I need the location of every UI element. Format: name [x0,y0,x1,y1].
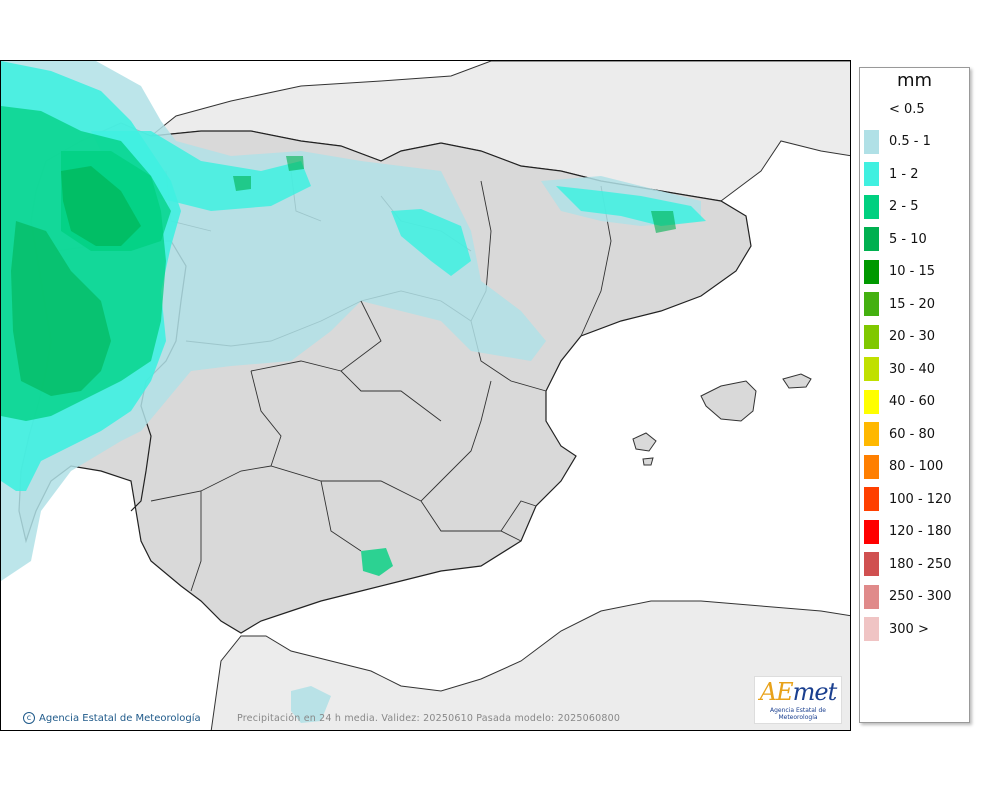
legend-swatch [864,389,879,414]
precip-overlay [1,61,706,723]
legend-label: 2 - 5 [889,199,919,214]
legend-swatch [864,97,879,121]
legend-label: 180 - 250 [889,556,952,572]
legend-swatch [864,292,879,316]
legend-swatch [864,129,879,154]
legend-label: 250 - 300 [889,589,952,604]
legend-swatch [864,324,879,349]
legend-label: 1 - 2 [889,166,919,182]
legend-label: 40 - 60 [889,394,936,409]
legend-row: 1 - 2 [864,161,919,187]
legend-row: 0.5 - 1 [864,129,931,155]
legend-swatch [864,454,879,479]
legend-row: 15 - 20 [864,291,935,317]
legend-swatch [864,617,879,641]
legend-label: 20 - 30 [889,329,936,344]
copyright-icon: c [23,712,35,724]
legend-label: 300 > [889,621,929,637]
legend-swatch [864,422,879,446]
legend-row: 100 - 120 [864,486,952,512]
legend-swatch [864,227,879,251]
legend-row: 10 - 15 [864,259,935,285]
legend-swatch [864,357,879,381]
agency-credit: c Agencia Estatal de Meteorología [23,712,201,724]
map-canvas [1,61,850,730]
legend-label: 120 - 180 [889,524,952,539]
formentera [642,457,654,466]
legend-swatch [864,259,879,284]
legend-row: 2 - 5 [864,194,919,220]
aemet-logo-subtitle: Agencia Estatal de Meteorología [769,707,826,721]
aemet-logo: AEmet Agencia Estatal de Meteorología [754,676,842,724]
legend-unit: mm [896,70,933,91]
precipitation-legend: mm < 0.5 0.5 - 1 1 - 2 2 - 5 5 - 10 10 - 15 15… [859,67,970,723]
aemet-logo-mark: AEmet [759,678,837,706]
agency-credit-text: Agencia Estatal de Meteorología [39,713,201,724]
legend-label: 100 - 120 [889,491,952,507]
legend-swatch [864,519,879,544]
legend-label: 60 - 80 [889,426,936,442]
legend-label: 15 - 20 [889,296,936,312]
legend-label: 30 - 40 [889,361,936,377]
legend-row: 5 - 10 [864,226,927,252]
legend-row: 180 - 250 [864,551,952,577]
legend-label: 0.5 - 1 [889,134,931,149]
legend-label: 80 - 100 [889,459,944,474]
legend-row: 20 - 30 [864,324,935,350]
ibiza [632,432,657,452]
legend-row: 300 > [864,616,929,642]
legend-row: 120 - 180 [864,519,952,545]
legend-label: 5 - 10 [889,231,927,247]
legend-row: 250 - 300 [864,584,952,610]
africa-land [210,600,850,730]
legend-label: 10 - 15 [889,264,936,279]
legend-row: 40 - 60 [864,389,935,415]
precipitation-map: c Agencia Estatal de Meteorología Precipi… [0,60,851,731]
legend-swatch [864,194,879,219]
legend-row: < 0.5 [864,96,925,122]
legend-label: < 0.5 [889,101,925,117]
menorca [782,373,812,389]
legend-swatch [864,552,879,576]
legend-swatch [864,584,879,609]
map-caption: Precipitación en 24 h media. Validez: 20… [237,713,621,724]
legend-swatch [864,487,879,511]
mallorca [700,380,757,422]
legend-swatch [864,162,879,186]
legend-row: 60 - 80 [864,421,935,447]
legend-row: 30 - 40 [864,356,935,382]
legend-row: 80 - 100 [864,454,943,480]
